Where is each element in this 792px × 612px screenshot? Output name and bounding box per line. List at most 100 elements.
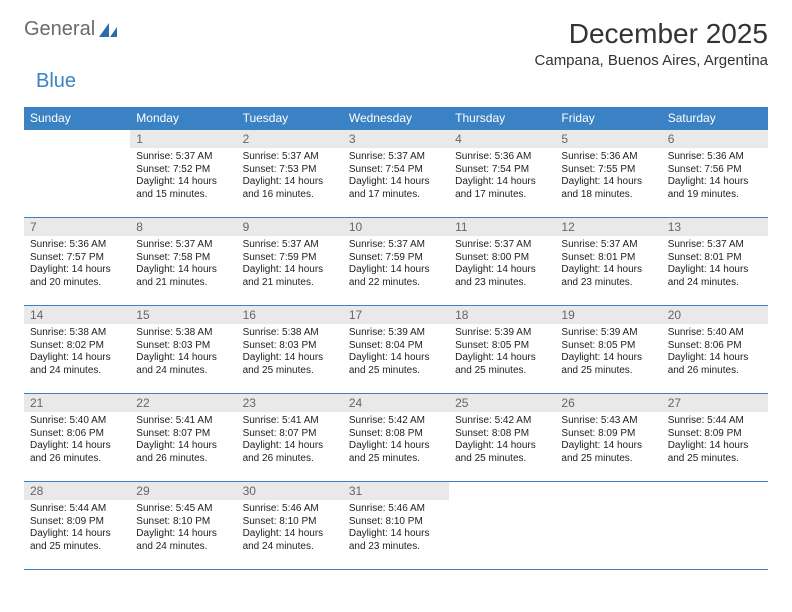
calendar-cell: 8Sunrise: 5:37 AMSunset: 7:58 PMDaylight… (130, 218, 236, 306)
day-details: Sunrise: 5:45 AMSunset: 8:10 PMDaylight:… (130, 500, 236, 557)
calendar-cell: 28Sunrise: 5:44 AMSunset: 8:09 PMDayligh… (24, 482, 130, 570)
calendar-cell: 5Sunrise: 5:36 AMSunset: 7:55 PMDaylight… (555, 130, 661, 218)
day-number: 6 (662, 130, 768, 148)
day-details: Sunrise: 5:36 AMSunset: 7:57 PMDaylight:… (24, 236, 130, 293)
day-number: 22 (130, 394, 236, 412)
day-number: 21 (24, 394, 130, 412)
day-details: Sunrise: 5:37 AMSunset: 7:53 PMDaylight:… (237, 148, 343, 205)
calendar-cell: 19Sunrise: 5:39 AMSunset: 8:05 PMDayligh… (555, 306, 661, 394)
calendar-row: 14Sunrise: 5:38 AMSunset: 8:02 PMDayligh… (24, 306, 768, 394)
day-details: Sunrise: 5:39 AMSunset: 8:04 PMDaylight:… (343, 324, 449, 381)
day-number: 20 (662, 306, 768, 324)
day-number: 29 (130, 482, 236, 500)
day-number: 30 (237, 482, 343, 500)
weekday-header: Thursday (449, 107, 555, 130)
day-number: 10 (343, 218, 449, 236)
day-number: 24 (343, 394, 449, 412)
day-details: Sunrise: 5:38 AMSunset: 8:03 PMDaylight:… (130, 324, 236, 381)
calendar-cell: 21Sunrise: 5:40 AMSunset: 8:06 PMDayligh… (24, 394, 130, 482)
calendar-cell: 18Sunrise: 5:39 AMSunset: 8:05 PMDayligh… (449, 306, 555, 394)
day-details: Sunrise: 5:38 AMSunset: 8:02 PMDaylight:… (24, 324, 130, 381)
day-details: Sunrise: 5:40 AMSunset: 8:06 PMDaylight:… (24, 412, 130, 469)
day-details: Sunrise: 5:41 AMSunset: 8:07 PMDaylight:… (237, 412, 343, 469)
day-details: Sunrise: 5:40 AMSunset: 8:06 PMDaylight:… (662, 324, 768, 381)
day-number: 23 (237, 394, 343, 412)
calendar-cell: 4Sunrise: 5:36 AMSunset: 7:54 PMDaylight… (449, 130, 555, 218)
calendar-cell (24, 130, 130, 218)
calendar-cell: 30Sunrise: 5:46 AMSunset: 8:10 PMDayligh… (237, 482, 343, 570)
day-details: Sunrise: 5:41 AMSunset: 8:07 PMDaylight:… (130, 412, 236, 469)
day-number: 18 (449, 306, 555, 324)
day-details: Sunrise: 5:44 AMSunset: 8:09 PMDaylight:… (662, 412, 768, 469)
day-number: 12 (555, 218, 661, 236)
day-details: Sunrise: 5:37 AMSunset: 7:58 PMDaylight:… (130, 236, 236, 293)
calendar-cell: 1Sunrise: 5:37 AMSunset: 7:52 PMDaylight… (130, 130, 236, 218)
calendar-cell: 17Sunrise: 5:39 AMSunset: 8:04 PMDayligh… (343, 306, 449, 394)
day-details: Sunrise: 5:43 AMSunset: 8:09 PMDaylight:… (555, 412, 661, 469)
day-details: Sunrise: 5:36 AMSunset: 7:56 PMDaylight:… (662, 148, 768, 205)
logo-word-1: General (24, 18, 95, 41)
day-number: 15 (130, 306, 236, 324)
day-details: Sunrise: 5:39 AMSunset: 8:05 PMDaylight:… (449, 324, 555, 381)
day-details: Sunrise: 5:38 AMSunset: 8:03 PMDaylight:… (237, 324, 343, 381)
calendar-cell (555, 482, 661, 570)
calendar-cell: 12Sunrise: 5:37 AMSunset: 8:01 PMDayligh… (555, 218, 661, 306)
calendar-cell: 14Sunrise: 5:38 AMSunset: 8:02 PMDayligh… (24, 306, 130, 394)
calendar-row: 21Sunrise: 5:40 AMSunset: 8:06 PMDayligh… (24, 394, 768, 482)
day-number: 16 (237, 306, 343, 324)
weekday-header: Wednesday (343, 107, 449, 130)
day-number: 19 (555, 306, 661, 324)
logo-word-2: Blue (36, 70, 76, 92)
calendar-cell: 10Sunrise: 5:37 AMSunset: 7:59 PMDayligh… (343, 218, 449, 306)
day-details: Sunrise: 5:39 AMSunset: 8:05 PMDaylight:… (555, 324, 661, 381)
day-number: 13 (662, 218, 768, 236)
calendar-cell: 20Sunrise: 5:40 AMSunset: 8:06 PMDayligh… (662, 306, 768, 394)
day-number: 7 (24, 218, 130, 236)
calendar-cell: 6Sunrise: 5:36 AMSunset: 7:56 PMDaylight… (662, 130, 768, 218)
day-details: Sunrise: 5:42 AMSunset: 8:08 PMDaylight:… (449, 412, 555, 469)
calendar-cell: 22Sunrise: 5:41 AMSunset: 8:07 PMDayligh… (130, 394, 236, 482)
month-title: December 2025 (535, 18, 768, 50)
day-number: 28 (24, 482, 130, 500)
day-number: 14 (24, 306, 130, 324)
weekday-header: Monday (130, 107, 236, 130)
location: Campana, Buenos Aires, Argentina (535, 52, 768, 69)
calendar-cell: 2Sunrise: 5:37 AMSunset: 7:53 PMDaylight… (237, 130, 343, 218)
calendar-body: 1Sunrise: 5:37 AMSunset: 7:52 PMDaylight… (24, 130, 768, 570)
day-number: 8 (130, 218, 236, 236)
calendar-cell: 29Sunrise: 5:45 AMSunset: 8:10 PMDayligh… (130, 482, 236, 570)
calendar-cell: 25Sunrise: 5:42 AMSunset: 8:08 PMDayligh… (449, 394, 555, 482)
logo: General (24, 18, 119, 41)
weekday-header: Friday (555, 107, 661, 130)
day-number: 3 (343, 130, 449, 148)
calendar-cell: 26Sunrise: 5:43 AMSunset: 8:09 PMDayligh… (555, 394, 661, 482)
day-details: Sunrise: 5:37 AMSunset: 8:01 PMDaylight:… (662, 236, 768, 293)
calendar-table: Sunday Monday Tuesday Wednesday Thursday… (24, 107, 768, 570)
calendar-row: 1Sunrise: 5:37 AMSunset: 7:52 PMDaylight… (24, 130, 768, 218)
calendar-cell: 31Sunrise: 5:46 AMSunset: 8:10 PMDayligh… (343, 482, 449, 570)
day-number: 4 (449, 130, 555, 148)
calendar-cell: 23Sunrise: 5:41 AMSunset: 8:07 PMDayligh… (237, 394, 343, 482)
day-details: Sunrise: 5:42 AMSunset: 8:08 PMDaylight:… (343, 412, 449, 469)
calendar-cell: 15Sunrise: 5:38 AMSunset: 8:03 PMDayligh… (130, 306, 236, 394)
calendar-cell: 24Sunrise: 5:42 AMSunset: 8:08 PMDayligh… (343, 394, 449, 482)
day-number: 2 (237, 130, 343, 148)
calendar-row: 7Sunrise: 5:36 AMSunset: 7:57 PMDaylight… (24, 218, 768, 306)
day-details: Sunrise: 5:46 AMSunset: 8:10 PMDaylight:… (343, 500, 449, 557)
day-details: Sunrise: 5:37 AMSunset: 7:54 PMDaylight:… (343, 148, 449, 205)
calendar-cell: 27Sunrise: 5:44 AMSunset: 8:09 PMDayligh… (662, 394, 768, 482)
weekday-header: Sunday (24, 107, 130, 130)
day-details: Sunrise: 5:37 AMSunset: 7:59 PMDaylight:… (343, 236, 449, 293)
day-number: 11 (449, 218, 555, 236)
day-details: Sunrise: 5:46 AMSunset: 8:10 PMDaylight:… (237, 500, 343, 557)
day-number: 26 (555, 394, 661, 412)
day-details: Sunrise: 5:37 AMSunset: 8:01 PMDaylight:… (555, 236, 661, 293)
day-details: Sunrise: 5:44 AMSunset: 8:09 PMDaylight:… (24, 500, 130, 557)
day-number: 31 (343, 482, 449, 500)
calendar-row: 28Sunrise: 5:44 AMSunset: 8:09 PMDayligh… (24, 482, 768, 570)
calendar-cell: 3Sunrise: 5:37 AMSunset: 7:54 PMDaylight… (343, 130, 449, 218)
day-number: 25 (449, 394, 555, 412)
day-number: 1 (130, 130, 236, 148)
calendar-cell: 11Sunrise: 5:37 AMSunset: 8:00 PMDayligh… (449, 218, 555, 306)
weekday-header: Tuesday (237, 107, 343, 130)
